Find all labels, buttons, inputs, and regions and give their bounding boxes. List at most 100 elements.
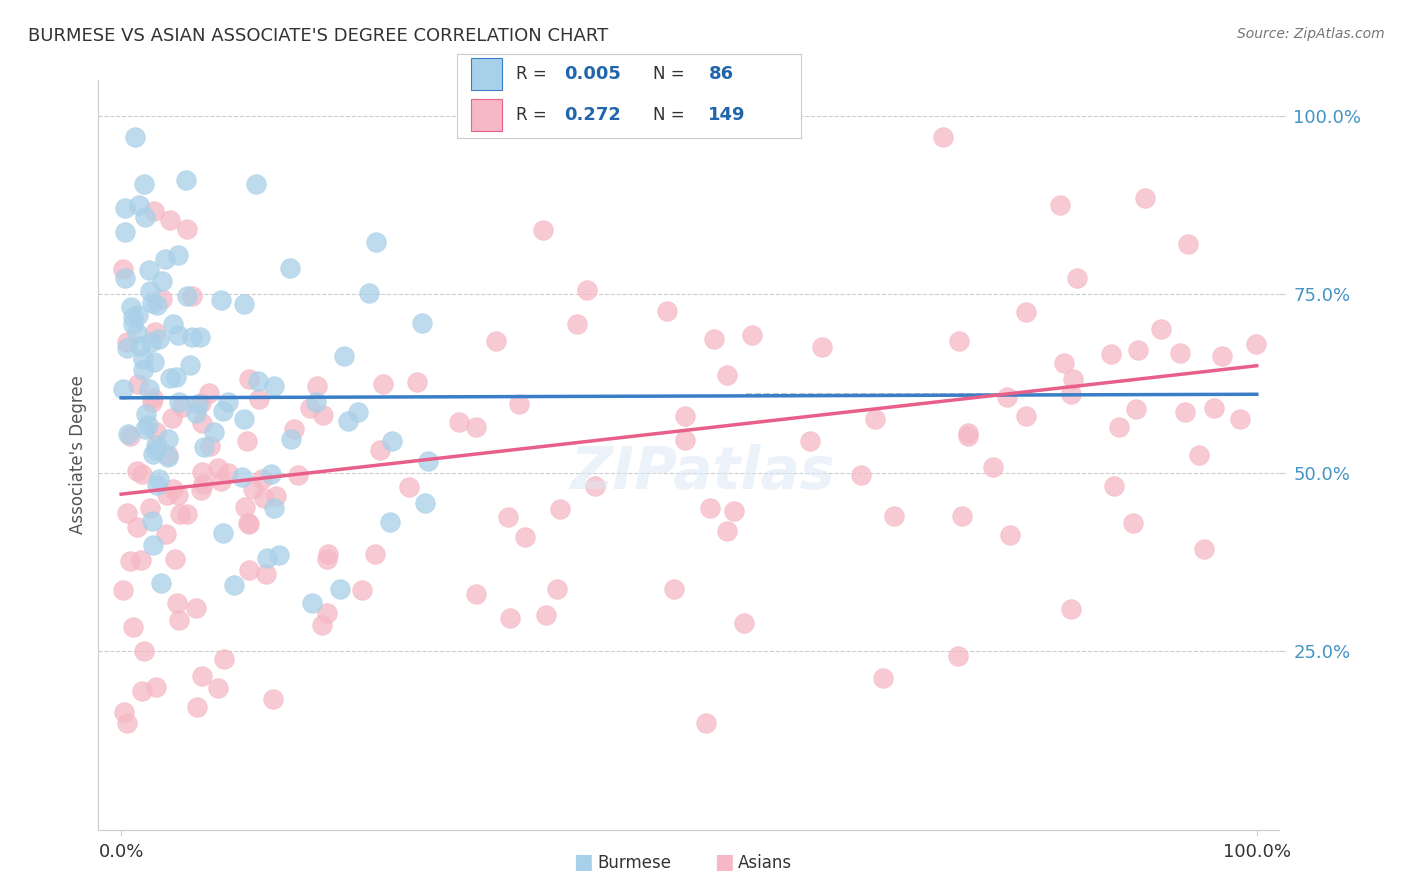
Point	[316, 548, 339, 562]
Point	[217, 395, 239, 409]
Text: BURMESE VS ASIAN ASSOCIATE'S DEGREE CORRELATION CHART: BURMESE VS ASIAN ASSOCIATE'S DEGREE CORR…	[28, 27, 609, 45]
Point	[883, 509, 905, 524]
Point	[217, 467, 239, 481]
Point	[531, 223, 554, 237]
Point	[1244, 336, 1267, 351]
Point	[153, 252, 176, 267]
Point	[190, 416, 212, 430]
Point	[174, 173, 197, 187]
Point	[159, 371, 181, 385]
Point	[141, 295, 163, 310]
Point	[149, 576, 172, 591]
Point	[699, 500, 721, 515]
Point	[145, 443, 167, 458]
Point	[162, 317, 184, 331]
Point	[695, 715, 717, 730]
Point	[337, 414, 360, 428]
Point	[267, 549, 290, 563]
Point	[950, 509, 973, 524]
Point	[357, 286, 380, 301]
Point	[849, 468, 872, 483]
Text: ZIPatlas: ZIPatlas	[571, 444, 835, 501]
Point	[167, 395, 190, 409]
Point	[238, 372, 260, 386]
Point	[120, 429, 142, 443]
Point	[655, 303, 678, 318]
Point	[262, 692, 284, 706]
Point	[546, 582, 568, 597]
Point	[1062, 372, 1084, 386]
Point	[122, 620, 145, 634]
Point	[166, 596, 188, 610]
Point	[169, 507, 191, 521]
Point	[316, 552, 339, 566]
Point	[716, 368, 738, 382]
Text: R =: R =	[516, 65, 547, 83]
Text: ■: ■	[574, 853, 593, 872]
Point	[190, 483, 212, 497]
Point	[142, 204, 165, 219]
Point	[256, 550, 278, 565]
Point	[413, 496, 436, 510]
Point	[1099, 347, 1122, 361]
Point	[127, 326, 149, 340]
Point	[114, 225, 136, 239]
Point	[176, 507, 198, 521]
Point	[132, 643, 155, 657]
Point	[305, 395, 328, 409]
Point	[138, 284, 160, 298]
Point	[186, 600, 208, 615]
Point	[134, 177, 156, 191]
Point	[150, 292, 173, 306]
Point	[156, 488, 179, 502]
Point	[145, 680, 167, 694]
Point	[278, 260, 301, 275]
Point	[1177, 236, 1199, 251]
Point	[1053, 356, 1076, 370]
Point	[209, 474, 232, 488]
Point	[162, 483, 184, 497]
Point	[371, 376, 394, 391]
Point	[733, 615, 755, 630]
Point	[122, 310, 145, 325]
Point	[114, 705, 136, 719]
Point	[673, 433, 696, 447]
Point	[1202, 401, 1225, 415]
Point	[184, 406, 207, 420]
Point	[329, 582, 352, 597]
Point	[139, 500, 162, 515]
Point	[157, 450, 180, 464]
Point	[212, 652, 235, 666]
Point	[115, 715, 138, 730]
Point	[114, 271, 136, 285]
Point	[166, 328, 188, 343]
Text: ■: ■	[714, 853, 734, 872]
Point	[381, 434, 404, 448]
Point	[263, 379, 285, 393]
Point	[131, 683, 153, 698]
Point	[167, 614, 190, 628]
Point	[1015, 304, 1038, 318]
Point	[741, 327, 763, 342]
Point	[120, 554, 142, 568]
Point	[191, 465, 214, 479]
Point	[132, 352, 155, 367]
Point	[212, 404, 235, 418]
Point	[247, 392, 270, 407]
Point	[114, 202, 136, 216]
Point	[115, 506, 138, 520]
Point	[799, 434, 821, 449]
Point	[141, 392, 163, 406]
Text: 86: 86	[709, 65, 734, 83]
Point	[187, 397, 209, 411]
Point	[117, 426, 139, 441]
Point	[350, 583, 373, 598]
Point	[155, 526, 177, 541]
Point	[207, 461, 229, 475]
Point	[207, 681, 229, 695]
Point	[233, 296, 256, 310]
Point	[1102, 479, 1125, 493]
Point	[143, 325, 166, 339]
Point	[141, 514, 163, 528]
Point	[132, 363, 155, 377]
